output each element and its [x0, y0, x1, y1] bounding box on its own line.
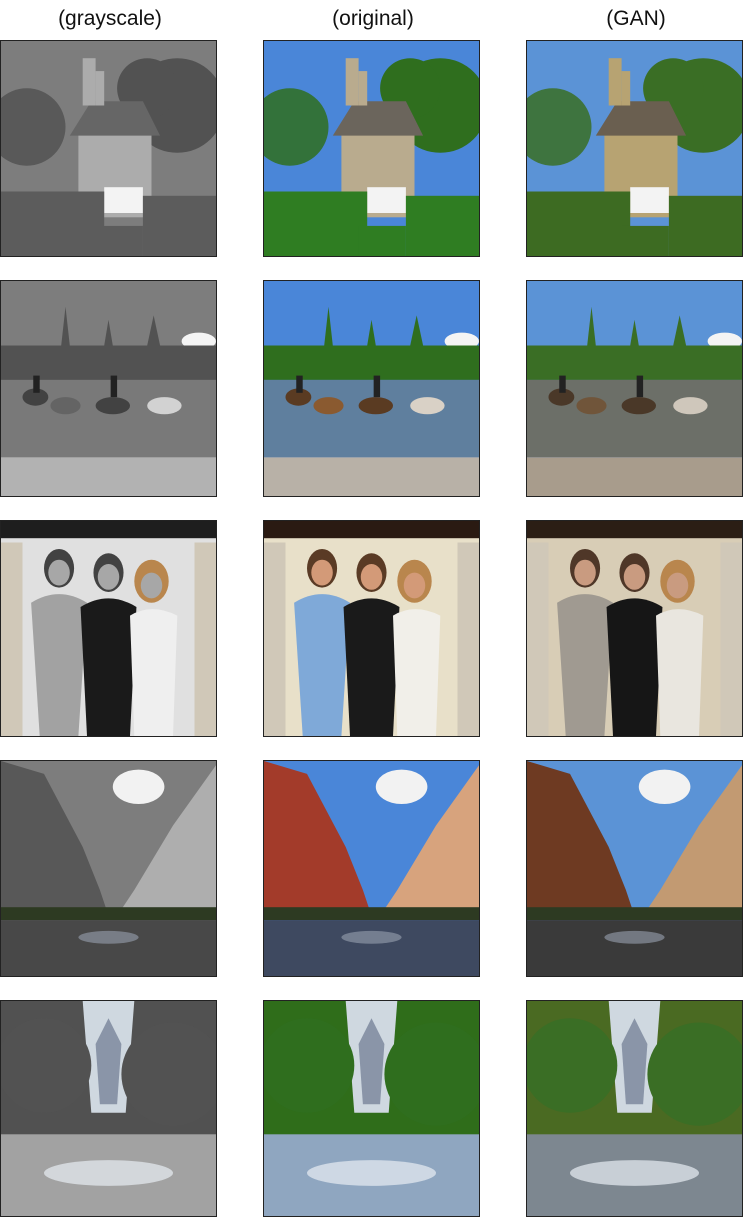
image-three-women-original — [263, 520, 480, 737]
image-horses-river-grayscale — [0, 280, 217, 497]
image-cottage-gan — [526, 40, 743, 257]
image-horses-river-gan — [526, 280, 743, 497]
column-header-grayscale: (grayscale) — [58, 7, 162, 30]
image-forest-stream-gan — [526, 1000, 743, 1217]
image-horses-river-original — [263, 280, 480, 497]
column-header-gan: (GAN) — [606, 7, 666, 30]
image-forest-stream-original — [263, 1000, 480, 1217]
image-canyon-river-grayscale — [0, 760, 217, 977]
image-cottage-original — [263, 40, 480, 257]
column-header-original: (original) — [332, 7, 414, 30]
image-canyon-river-original — [263, 760, 480, 977]
image-three-women-grayscale — [0, 520, 217, 737]
image-cottage-grayscale — [0, 40, 217, 257]
image-canyon-river-gan — [526, 760, 743, 977]
image-three-women-gan — [526, 520, 743, 737]
image-forest-stream-grayscale — [0, 1000, 217, 1217]
